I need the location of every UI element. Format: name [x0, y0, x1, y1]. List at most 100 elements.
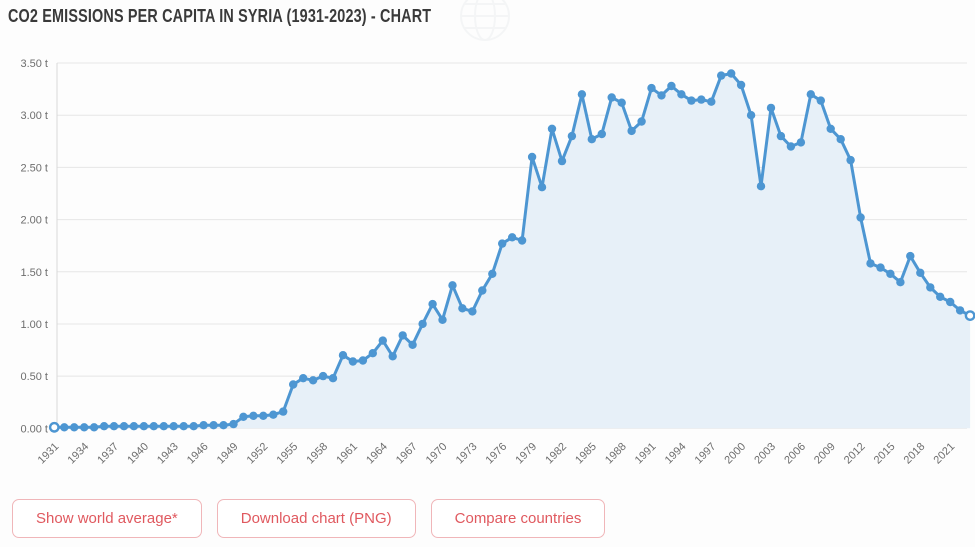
data-point[interactable] — [209, 421, 218, 430]
data-point[interactable] — [836, 135, 845, 144]
data-point[interactable] — [169, 422, 178, 431]
data-point[interactable] — [119, 422, 129, 431]
chart-canvas[interactable]: 0.00 t 0.50 t 1.00 t 1.50 t 2.00 t 2.50 t 3.00… — [0, 0, 975, 497]
data-point[interactable] — [328, 374, 338, 383]
show-world-average-button[interactable]: Show world average* — [12, 499, 202, 538]
data-point[interactable] — [149, 422, 158, 431]
data-point[interactable] — [776, 131, 786, 141]
data-point[interactable] — [318, 371, 328, 381]
data-point[interactable] — [279, 407, 288, 416]
data-point[interactable] — [527, 152, 537, 162]
data-point[interactable] — [647, 83, 656, 93]
data-point[interactable] — [308, 376, 318, 385]
data-point[interactable] — [229, 419, 238, 429]
data-point[interactable] — [557, 156, 567, 166]
data-point[interactable] — [736, 80, 746, 90]
data-point[interactable] — [48, 421, 60, 433]
data-point[interactable] — [916, 268, 925, 277]
data-point[interactable] — [368, 349, 377, 358]
data-point[interactable] — [99, 422, 109, 431]
data-point[interactable] — [607, 93, 616, 102]
download-chart-png-button[interactable]: Download chart (PNG) — [216, 499, 416, 538]
data-point[interactable] — [866, 259, 875, 268]
data-point[interactable] — [657, 91, 666, 100]
data-point[interactable] — [826, 124, 835, 133]
data-point[interactable] — [408, 340, 417, 349]
data-point[interactable] — [717, 71, 726, 80]
data-point[interactable] — [418, 319, 427, 329]
data-point[interactable] — [348, 357, 358, 366]
data-point[interactable] — [89, 423, 99, 432]
data-point[interactable] — [508, 233, 517, 242]
data-point[interactable] — [398, 331, 407, 340]
data-point[interactable] — [438, 315, 447, 324]
data-point[interactable] — [667, 81, 676, 91]
data-point[interactable] — [936, 292, 945, 301]
data-point[interactable] — [338, 351, 348, 360]
data-point[interactable] — [886, 269, 895, 278]
data-point[interactable] — [806, 90, 815, 99]
data-point[interactable] — [358, 356, 368, 365]
data-point[interactable] — [388, 352, 397, 361]
data-point[interactable] — [567, 131, 577, 141]
data-point[interactable] — [677, 90, 686, 99]
data-point[interactable] — [846, 155, 855, 165]
data-point[interactable] — [249, 411, 258, 420]
data-point[interactable] — [796, 138, 806, 147]
data-point[interactable] — [547, 124, 557, 133]
x-axis-tick-label: 1931 — [36, 441, 62, 467]
data-point[interactable] — [697, 95, 706, 104]
data-point[interactable] — [896, 278, 905, 287]
data-point[interactable] — [964, 310, 975, 321]
data-point[interactable] — [537, 183, 547, 192]
data-point[interactable] — [587, 135, 596, 144]
data-point[interactable] — [926, 283, 935, 292]
data-point[interactable] — [219, 421, 228, 430]
data-point[interactable] — [876, 263, 885, 272]
data-point[interactable] — [906, 251, 915, 261]
data-point[interactable] — [159, 422, 168, 431]
data-point[interactable] — [269, 410, 278, 419]
y-axis-tick-label: 0.00 t — [20, 423, 48, 435]
data-point[interactable] — [627, 126, 636, 136]
compare-countries-button[interactable]: Compare countries — [430, 499, 606, 538]
data-point[interactable] — [109, 422, 119, 431]
data-point[interactable] — [766, 103, 776, 113]
data-point[interactable] — [756, 182, 766, 191]
data-point[interactable] — [786, 142, 796, 151]
data-point[interactable] — [946, 297, 955, 307]
data-point[interactable] — [517, 236, 527, 245]
data-point[interactable] — [299, 374, 308, 383]
data-point[interactable] — [816, 96, 825, 105]
data-point[interactable] — [637, 117, 646, 126]
data-point[interactable] — [577, 90, 587, 99]
data-point[interactable] — [428, 299, 437, 309]
data-point[interactable] — [60, 423, 69, 432]
data-point[interactable] — [856, 213, 865, 222]
data-point[interactable] — [199, 421, 208, 430]
data-point[interactable] — [955, 306, 965, 315]
data-point[interactable] — [179, 422, 188, 431]
data-point[interactable] — [139, 422, 149, 431]
data-point[interactable] — [378, 336, 387, 345]
data-point[interactable] — [458, 304, 467, 313]
data-point[interactable] — [687, 96, 696, 105]
data-point[interactable] — [239, 412, 248, 421]
data-point[interactable] — [597, 129, 606, 139]
data-point[interactable] — [488, 269, 497, 278]
data-point[interactable] — [468, 307, 477, 316]
data-point[interactable] — [617, 98, 626, 107]
data-point[interactable] — [478, 286, 487, 295]
data-point[interactable] — [189, 422, 198, 431]
data-point[interactable] — [289, 380, 298, 389]
data-point[interactable] — [70, 423, 79, 432]
data-point[interactable] — [448, 281, 457, 290]
data-point[interactable] — [80, 423, 89, 432]
data-point[interactable] — [727, 69, 736, 78]
co2-emissions-chart[interactable]: 0.00 t 0.50 t 1.00 t 1.50 t 2.00 t 2.50 t 3.00… — [0, 0, 975, 497]
data-point[interactable] — [129, 422, 139, 431]
data-point[interactable] — [259, 411, 268, 420]
data-point[interactable] — [498, 239, 507, 248]
data-point[interactable] — [707, 97, 716, 106]
data-point[interactable] — [746, 111, 756, 120]
